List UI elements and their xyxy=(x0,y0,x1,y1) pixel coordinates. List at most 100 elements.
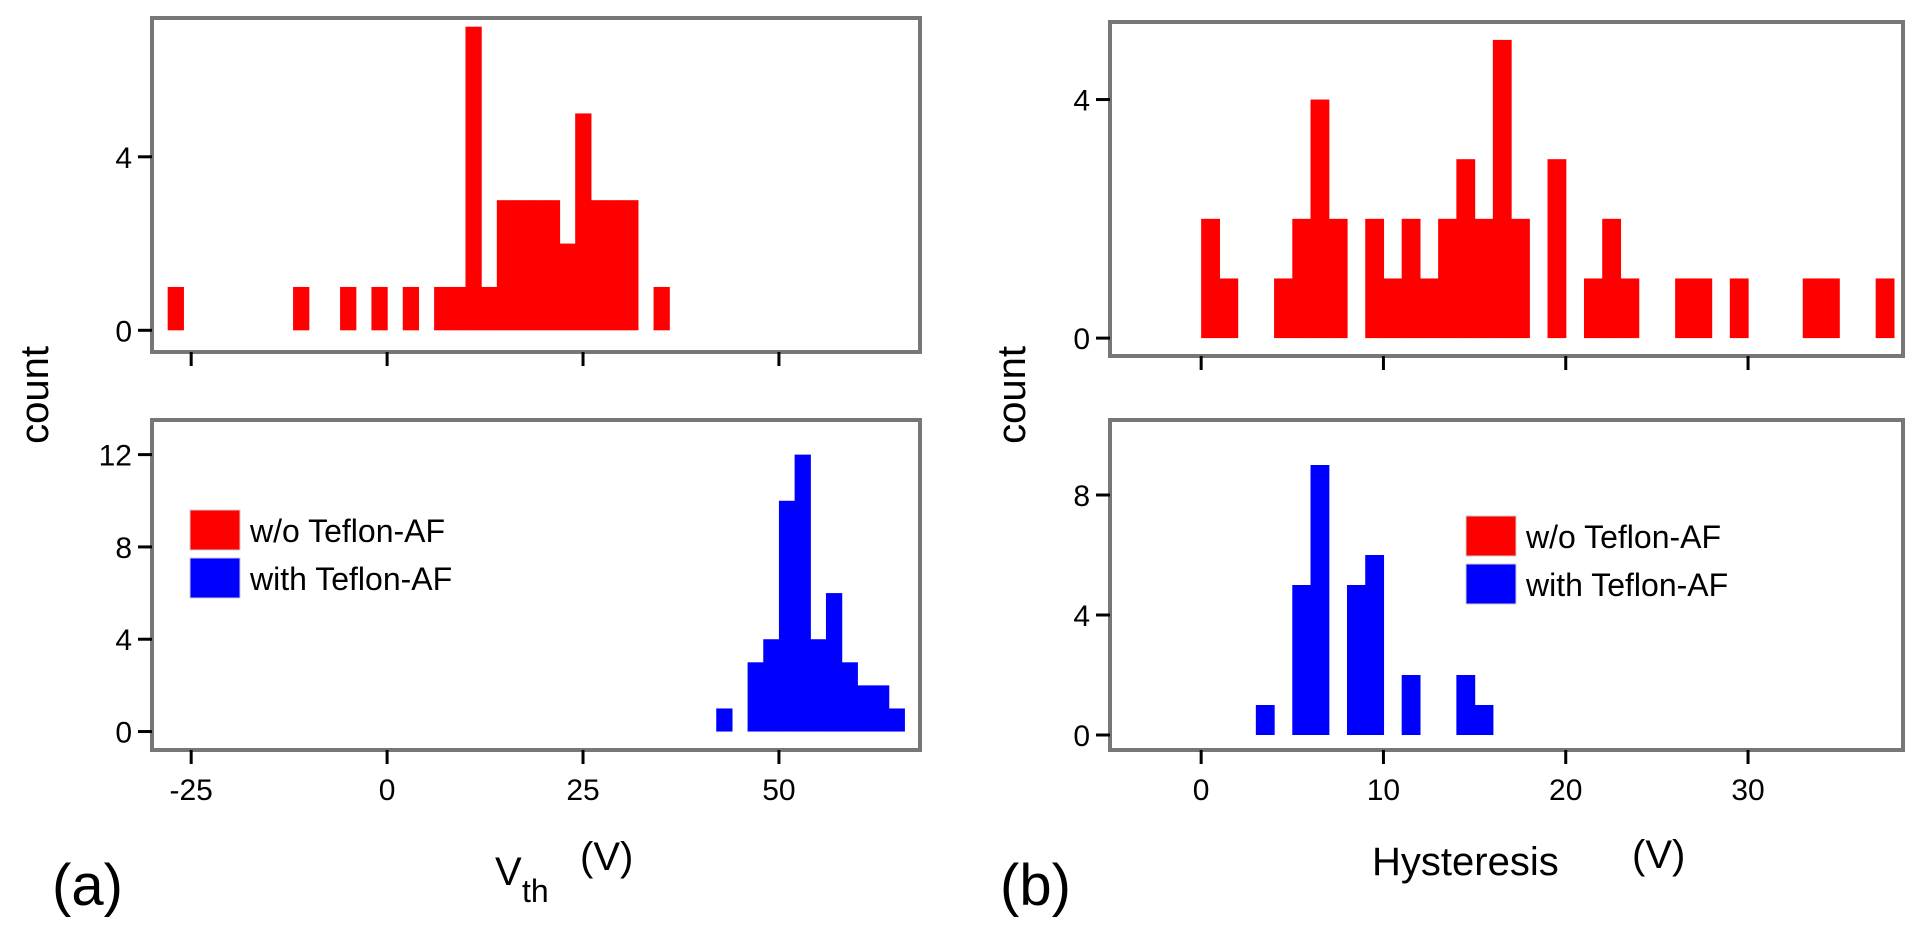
a-bottom-bar-9 xyxy=(872,685,890,732)
a-top-bar-0 xyxy=(167,286,184,331)
a-top-bar-16 xyxy=(606,200,623,331)
a-top-bar-14 xyxy=(575,113,592,331)
a-bottom-bar-3 xyxy=(778,500,796,732)
b-top-bar-5 xyxy=(1328,218,1348,339)
a-bottom-bar-2 xyxy=(763,639,780,732)
a-bottom-bar-0 xyxy=(716,708,733,732)
b-bottom-bar-6 xyxy=(1456,675,1476,735)
a-bottom-ytick-label-4: 4 xyxy=(115,624,132,657)
b-bottom-xtick-label-20: 20 xyxy=(1549,774,1582,807)
a-top-bar-15 xyxy=(590,200,608,331)
b-bottom-ytick-label-4: 4 xyxy=(1073,600,1090,633)
legend-a-blue-label: with Teflon-AF xyxy=(249,561,452,597)
legend-b-blue-swatch xyxy=(1465,563,1517,605)
b-bottom-bar-5 xyxy=(1401,675,1421,735)
a-bottom-bar-7 xyxy=(841,662,858,732)
b-bottom-bar-7 xyxy=(1474,705,1494,735)
a-top-bar-1 xyxy=(293,286,310,331)
b-top-bar-23 xyxy=(1820,278,1840,339)
b-top-bar-3 xyxy=(1292,218,1312,339)
b-top-bar-1 xyxy=(1219,278,1239,339)
b-top-bar-0 xyxy=(1201,218,1220,339)
legend-b-red-swatch xyxy=(1465,515,1517,557)
legend-a-red-swatch xyxy=(189,509,241,551)
b-top-bar-9 xyxy=(1419,278,1439,339)
b-top-bar-20 xyxy=(1693,278,1713,339)
b-top-bar-15 xyxy=(1547,159,1567,339)
a-top-bar-10 xyxy=(512,200,529,331)
a-bottom-ytick-label-12: 12 xyxy=(99,440,132,473)
x-axis-label-a-unit: (V) xyxy=(580,835,633,879)
a-bottom-bar-5 xyxy=(810,639,827,732)
a-bottom-bar-4 xyxy=(794,454,811,732)
b-top-bar-21 xyxy=(1729,278,1749,339)
b-top-bar-24 xyxy=(1875,278,1895,339)
b-top-bar-16 xyxy=(1583,278,1603,339)
a-top-frame xyxy=(150,16,922,354)
panel-label-b: (b) xyxy=(1000,853,1071,918)
legend-a-red-label: w/o Teflon-AF xyxy=(249,513,445,549)
b-top-bar-11 xyxy=(1456,159,1476,339)
histogram-bars xyxy=(167,26,1895,735)
a-top-bar-17 xyxy=(622,200,639,331)
a-bottom-xtick-label--25: -25 xyxy=(170,774,213,807)
a-top-bar-4 xyxy=(402,286,420,331)
b-top-bar-14 xyxy=(1511,218,1530,339)
a-top-bar-18 xyxy=(653,286,670,331)
x-axis-label-a-main: V xyxy=(495,850,522,894)
a-top-bar-7 xyxy=(465,26,482,331)
b-bottom-bar-2 xyxy=(1310,465,1330,735)
b-bottom-xtick-label-10: 10 xyxy=(1367,774,1400,807)
a-top-bar-2 xyxy=(340,286,357,331)
a-bottom-xtick-label-0: 0 xyxy=(379,774,396,807)
b-bottom-xtick-label-0: 0 xyxy=(1193,774,1210,807)
b-bottom-bar-3 xyxy=(1346,585,1366,735)
a-top-ytick-label-4: 4 xyxy=(115,142,132,175)
a-bottom-xtick-label-25: 25 xyxy=(566,774,599,807)
axis-ticks: 0 4 0 4 8 12 -25 0 25 50 0 4 0 4 8 0 10 20 30 xyxy=(99,85,1765,807)
a-bottom-bar-10 xyxy=(888,708,905,732)
b-top-bar-12 xyxy=(1474,218,1494,339)
a-bottom-ytick-label-8: 8 xyxy=(115,532,132,565)
b-bottom-bar-4 xyxy=(1365,555,1385,735)
x-axis-label-b-main: Hysteresis xyxy=(1372,840,1559,884)
legend-b-red-label: w/o Teflon-AF xyxy=(1525,519,1721,555)
b-top-frame xyxy=(1108,20,1905,358)
a-top-bar-5 xyxy=(434,286,451,331)
b-top-bar-18 xyxy=(1620,278,1640,339)
b-bottom-frame xyxy=(1108,418,1905,752)
b-bottom-bar-1 xyxy=(1292,585,1312,735)
x-axis-label-b-unit: (V) xyxy=(1632,833,1685,877)
a-bottom-xtick-label-50: 50 xyxy=(762,774,795,807)
y-axis-label-b: count xyxy=(990,346,1034,444)
a-bottom-bar-1 xyxy=(747,662,764,732)
a-top-bar-11 xyxy=(528,200,545,331)
b-top-bar-7 xyxy=(1383,278,1403,339)
a-top-bar-3 xyxy=(371,286,388,331)
a-top-bar-8 xyxy=(481,286,498,331)
panel-label-a: (a) xyxy=(52,853,123,918)
a-bottom-bar-6 xyxy=(825,593,843,732)
b-bottom-xtick-label-30: 30 xyxy=(1731,774,1764,807)
y-axis-label-a: count xyxy=(13,346,57,444)
a-top-bar-13 xyxy=(559,243,576,331)
a-top-bar-6 xyxy=(449,286,467,331)
a-top-bar-12 xyxy=(543,200,561,331)
b-top-ytick-label-4: 4 xyxy=(1073,85,1090,118)
a-bottom-frame xyxy=(150,418,922,752)
a-bottom-ytick-label-0: 0 xyxy=(115,717,132,750)
b-top-bar-13 xyxy=(1492,39,1512,339)
b-top-bar-19 xyxy=(1675,278,1694,339)
legend-a-blue-swatch xyxy=(189,557,241,599)
b-top-bar-4 xyxy=(1310,99,1330,339)
x-axis-label-a-sub: th xyxy=(522,873,549,909)
b-bottom-ytick-label-8: 8 xyxy=(1073,480,1090,513)
a-top-ytick-label-0: 0 xyxy=(115,315,132,348)
b-top-bar-2 xyxy=(1274,278,1293,339)
b-top-bar-10 xyxy=(1438,218,1457,339)
b-top-bar-6 xyxy=(1365,218,1385,339)
b-bottom-bar-0 xyxy=(1255,705,1275,735)
a-top-bar-9 xyxy=(496,200,514,331)
legend-b-blue-label: with Teflon-AF xyxy=(1525,567,1728,603)
